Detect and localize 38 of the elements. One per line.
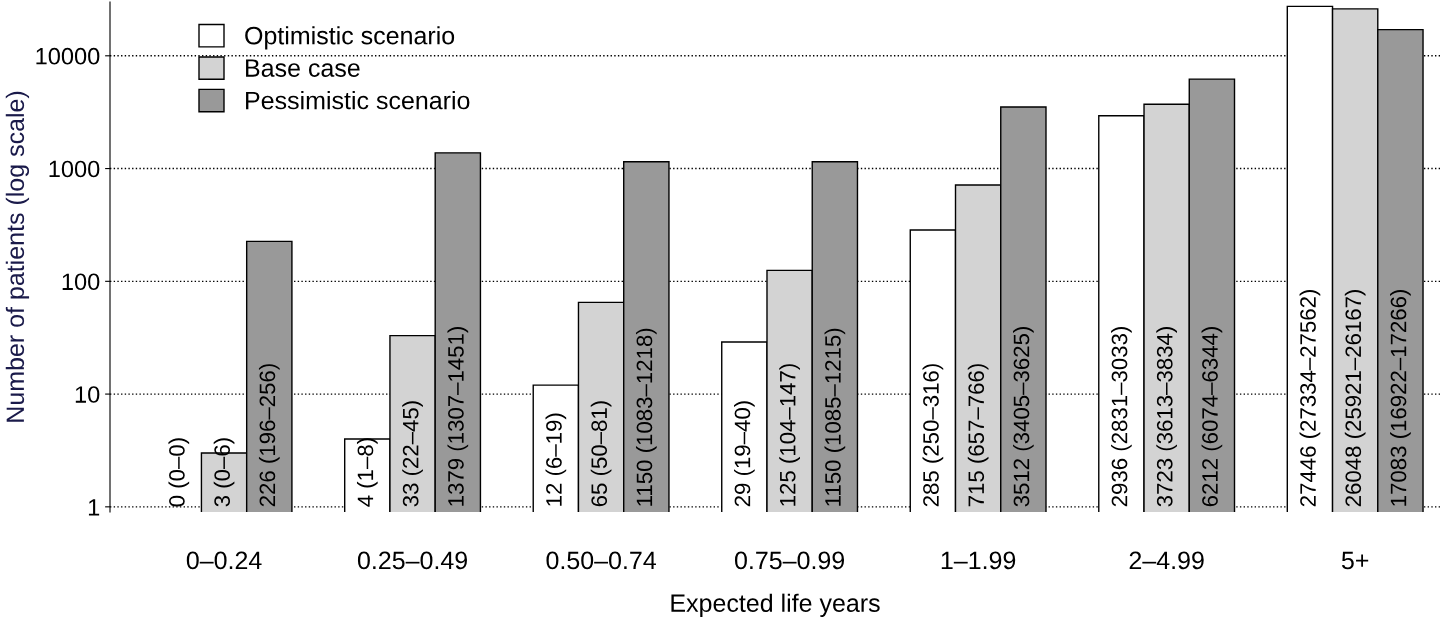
legend-label: Pessimistic scenario [246,91,470,110]
data-label: 285 (250–316) [922,364,944,507]
data-label: 3723 (3613–3834) [1156,327,1177,507]
x-tick-label: 5+ [1341,551,1369,570]
data-label: 33 (22–45) [402,401,423,507]
x-tick-label: 0–0.24 [186,551,262,570]
data-label: 2936 (2831–3033) [1111,327,1132,507]
y-tick-label: 100 [62,273,100,291]
x-axis-title: Expected life years [671,593,880,617]
legend-label: Optimistic scenario [245,26,455,50]
x-tick-label: 0.50–0.74 [546,551,656,570]
y-axis-title: Number of patients (log scale) [5,91,30,422]
x-tick-label: 0.25–0.49 [357,551,467,570]
data-label: 125 (104–147) [779,364,800,506]
data-label: 1150 (1083–1218) [635,328,657,506]
data-label: 6212 (6074–6344) [1201,327,1223,507]
data-label: 4 (1–8) [356,438,378,507]
data-label: 3512 (3405–3625) [1013,327,1034,507]
y-tick-label: 10 [75,386,100,403]
y-tick-label: 1 [88,499,100,516]
data-label: 26048 (25921–26167) [1344,289,1366,507]
data-label: 1379 (1307–1451) [447,327,469,506]
data-label: 12 (6–19) [545,413,567,506]
data-label: 1150 (1085–1215) [824,328,846,506]
y-tick-label: 10000 [36,47,100,65]
data-label: 29 (19–40) [734,401,755,507]
data-label: 3 (0–6) [213,438,235,507]
data-label: 226 (196–256) [258,364,280,507]
x-tick-label: 1–1.99 [941,551,1016,570]
data-label: 17083 (16922–17266) [1390,289,1411,506]
data-label: 27446 (27334–27562) [1299,289,1321,507]
legend-label: Base case [246,59,360,77]
data-label: 65 (50–81) [590,401,612,507]
y-tick-label: 1000 [49,160,100,178]
text: 0 (0–0) [168,438,190,507]
x-tick-label: 0.75–0.99 [734,551,845,570]
data-label: 715 (657–766) [967,364,989,507]
x-tick-label: 2–4.99 [1129,551,1204,570]
